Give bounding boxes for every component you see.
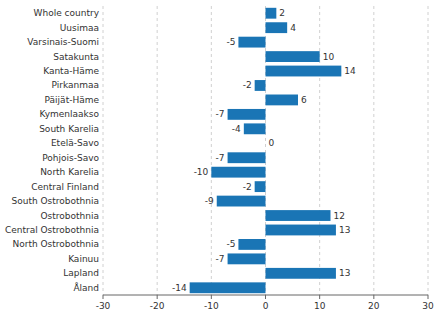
- bar: [266, 22, 288, 33]
- data-label: -2: [243, 182, 252, 192]
- bar: [228, 253, 266, 264]
- grid-line: [211, 6, 212, 295]
- grid-line: [373, 6, 374, 295]
- data-label: -9: [205, 196, 214, 206]
- category-label: Ostrobothnia: [41, 211, 99, 221]
- data-label: -14: [172, 283, 187, 293]
- category-label: Kainuu: [68, 254, 99, 264]
- bars: [190, 8, 342, 293]
- bar: [266, 51, 320, 62]
- grid-line: [428, 6, 429, 295]
- chart-container: 24-51014-26-7-40-7-10-2-91213-5-713-14Wh…: [0, 0, 442, 317]
- data-label: -10: [194, 167, 209, 177]
- category-label: Lapland: [63, 268, 99, 278]
- y-axis: Whole country Uusimaa Varsinais-Suomi Satak…: [5, 8, 100, 293]
- category-label: Kymenlaakso: [39, 109, 99, 119]
- category-label: Etelä-Savo: [51, 138, 100, 148]
- data-label: -5: [226, 239, 235, 249]
- grid-line: [103, 6, 104, 295]
- tick-label: 10: [314, 301, 326, 311]
- tick-label: 30: [422, 301, 434, 311]
- bar: [244, 123, 266, 134]
- bar: [217, 196, 266, 207]
- tick-label: 0: [263, 301, 269, 311]
- bar: [265, 138, 266, 149]
- data-label: 14: [344, 66, 356, 76]
- category-label: Pohjois-Savo: [42, 153, 99, 163]
- data-label: 12: [334, 211, 345, 221]
- data-label: -7: [216, 153, 225, 163]
- bar: [266, 66, 342, 77]
- bar: [255, 181, 266, 192]
- bar: [238, 239, 265, 250]
- category-label: South Ostrobothnia: [12, 196, 100, 206]
- data-label: -5: [226, 37, 235, 47]
- data-label: 2: [279, 8, 285, 18]
- category-label: Åland: [73, 282, 99, 293]
- category-label: Central Finland: [31, 182, 99, 192]
- bar: [211, 167, 265, 178]
- data-label: -7: [216, 109, 225, 119]
- tick-label: 20: [368, 301, 380, 311]
- grid-line: [319, 6, 320, 295]
- category-label: North Karelia: [40, 167, 99, 177]
- tick: [428, 295, 429, 299]
- category-label: Satakunta: [53, 52, 99, 62]
- bar: [266, 210, 331, 221]
- category-label: South Karelia: [39, 124, 99, 134]
- tick: [211, 295, 212, 299]
- data-label: 0: [269, 138, 275, 148]
- x-axis: -30 -20 -10 0 10 20 30: [96, 295, 434, 311]
- tick: [157, 295, 158, 299]
- category-label: Kanta-Häme: [43, 66, 99, 76]
- data-label: 13: [339, 225, 350, 235]
- tick: [319, 295, 320, 299]
- bar: [266, 225, 336, 236]
- data-label: 13: [339, 268, 350, 278]
- grid-line: [265, 6, 266, 295]
- category-label: Päijät-Häme: [45, 95, 100, 105]
- tick-label: -10: [204, 301, 219, 311]
- bar: [228, 152, 266, 163]
- chart: 24-51014-26-7-40-7-10-2-91213-5-713-14Wh…: [0, 0, 442, 317]
- bar: [190, 282, 266, 293]
- tick: [265, 295, 266, 299]
- data-label: -2: [243, 80, 252, 90]
- data-label: -4: [232, 124, 241, 134]
- tick-label: -30: [96, 301, 111, 311]
- data-labels: 24-51014-26-7-40-7-10-2-91213-5-713-14: [172, 8, 356, 293]
- data-label: 6: [301, 95, 307, 105]
- category-label: North Ostrobothnia: [12, 239, 99, 249]
- category-label: Uusimaa: [60, 23, 99, 33]
- data-label: -7: [216, 254, 225, 264]
- tick: [373, 295, 374, 299]
- category-label: Central Ostrobothnia: [5, 225, 99, 235]
- category-label: Whole country: [34, 8, 100, 18]
- tick: [103, 295, 104, 299]
- bar: [255, 80, 266, 91]
- bar: [266, 268, 336, 279]
- data-label: 4: [290, 23, 296, 33]
- tick-label: -20: [150, 301, 165, 311]
- data-label: 10: [323, 52, 335, 62]
- category-label: Varsinais-Suomi: [27, 37, 99, 47]
- grid: [103, 6, 428, 295]
- bar: [266, 8, 277, 19]
- grid-line: [157, 6, 158, 295]
- bar: [228, 109, 266, 120]
- bar: [266, 95, 299, 106]
- category-label: Pirkanmaa: [51, 80, 99, 90]
- bar: [238, 37, 265, 48]
